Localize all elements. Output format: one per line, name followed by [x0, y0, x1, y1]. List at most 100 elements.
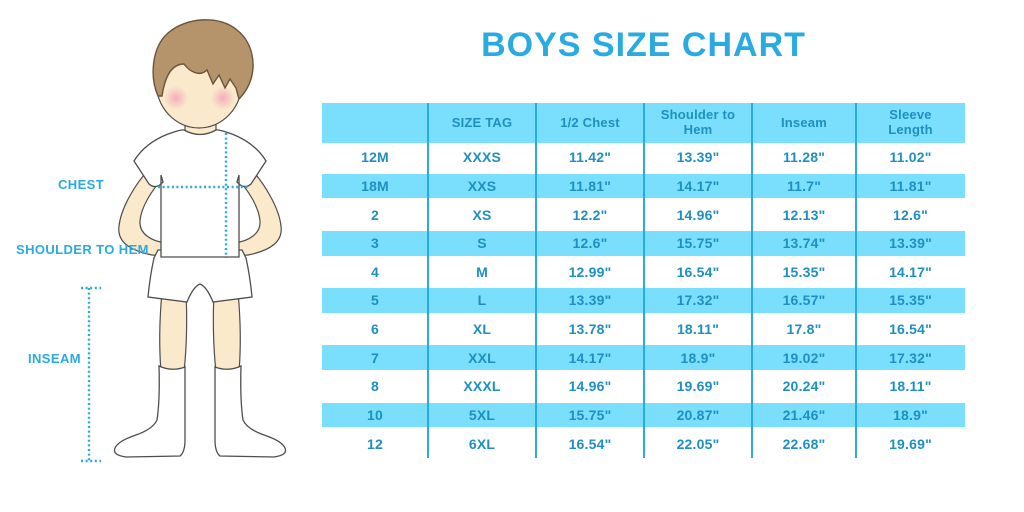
value-cell: 11.81" — [889, 177, 932, 194]
size-cell: 12 — [367, 435, 383, 452]
value-cell: 14.96" — [676, 206, 720, 223]
value-cell: 17.32" — [889, 349, 932, 366]
value-cell: 17.8" — [786, 321, 822, 338]
size-cell: 18M — [361, 177, 389, 194]
size-cell: 3 — [371, 235, 379, 252]
value-cell: 12.2" — [572, 206, 608, 223]
value-cell: 15.35" — [782, 263, 826, 280]
table-row: 3 S 12.6" 15.75" 13.74" 13.39" — [322, 228, 965, 258]
table-row: 12M XXXS 11.42" 13.39" 11.28" 11.02" — [322, 143, 965, 172]
value-cell: 13.39" — [676, 149, 720, 166]
table-row: 18M XXS 11.81" 14.17" 11.7" 11.81" — [322, 171, 965, 201]
value-cell: 15.35" — [889, 292, 932, 309]
value-cell: 20.24" — [782, 378, 826, 395]
table-row: 7 XXL 14.17" 18.9" 19.02" 17.32" — [322, 343, 965, 372]
column-header: Shoulder to Hem — [660, 107, 736, 137]
column-header: SIZE TAG — [451, 114, 513, 130]
value-cell: 16.57" — [782, 292, 826, 309]
value-cell: XXXL — [463, 378, 501, 395]
table-row: 8 XXXL 14.96" 19.69" 20.24" 18.11" — [322, 372, 965, 401]
table-row: 12 6XL 16.54" 22.05" 22.68" 19.69" — [322, 429, 965, 458]
value-cell: S — [477, 235, 487, 252]
value-cell: XL — [472, 321, 492, 338]
value-cell: L — [477, 292, 487, 309]
boy-shirt — [133, 129, 267, 258]
value-cell: 15.75" — [568, 406, 612, 423]
value-cell: 6XL — [468, 435, 496, 452]
table-row: 4 M 12.99" 16.54" 15.35" 14.17" — [322, 258, 965, 287]
boy-shorts — [147, 249, 253, 303]
value-cell: 20.87" — [676, 406, 720, 423]
value-cell: 13.78" — [568, 321, 612, 338]
boy-right-sock — [214, 364, 287, 458]
value-cell: 12.6" — [893, 206, 928, 223]
value-cell: 13.74" — [782, 235, 826, 252]
value-cell: 21.46" — [782, 406, 826, 423]
value-cell: XXS — [467, 177, 497, 194]
value-cell: 14.17" — [568, 349, 612, 366]
value-cell: M — [476, 263, 488, 280]
cheek-right — [211, 86, 235, 110]
size-cell: 7 — [371, 349, 379, 366]
size-cell: 2 — [371, 206, 379, 223]
value-cell: 16.54" — [889, 321, 932, 338]
value-cell: 14.96" — [568, 378, 612, 395]
value-cell: 19.69" — [889, 435, 932, 452]
table-row: 6 XL 13.78" 18.11" 17.8" 16.54" — [322, 315, 965, 344]
value-cell: 12.13" — [782, 206, 826, 223]
shoulder-to-hem-label: SHOULDER TO HEM — [16, 242, 149, 257]
boy-illustration — [81, 19, 287, 463]
value-cell: 22.68" — [782, 435, 826, 452]
value-cell: 12.6" — [572, 235, 608, 252]
size-cell: 10 — [367, 406, 383, 423]
size-cell: 12M — [361, 149, 389, 166]
value-cell: 16.54" — [568, 435, 612, 452]
value-cell: 12.99" — [568, 263, 612, 280]
value-cell: 11.02" — [889, 149, 932, 166]
value-cell: 14.17" — [889, 263, 932, 280]
column-header — [322, 103, 428, 143]
column-header: Inseam — [780, 114, 827, 130]
value-cell: 13.39" — [568, 292, 612, 309]
table-row: 10 5XL 15.75" 20.87" 21.46" 18.9" — [322, 400, 965, 430]
table-body: 12M XXXS 11.42" 13.39" 11.28" 11.02" 18M XXS 11.… — [322, 143, 965, 458]
boy-left-leg — [159, 291, 188, 373]
column-header: 1/2 Chest — [560, 114, 620, 130]
boy-left-sock — [113, 364, 186, 458]
table-row: 5 L 13.39" 17.32" 16.57" 15.35" — [322, 286, 965, 315]
chest-label: CHEST — [58, 177, 105, 192]
value-cell: XS — [472, 206, 492, 223]
boy-hair — [152, 19, 254, 101]
cheek-left — [164, 86, 188, 110]
value-cell: 19.69" — [676, 378, 720, 395]
value-cell: 16.54" — [676, 263, 720, 280]
value-cell: 18.11" — [889, 378, 932, 395]
size-cell: 8 — [371, 378, 379, 395]
value-cell: 18.9" — [893, 406, 928, 423]
value-cell: 11.81" — [568, 177, 612, 194]
value-cell: 22.05" — [676, 435, 720, 452]
value-cell: 18.11" — [676, 321, 720, 338]
value-cell: 13.39" — [889, 235, 932, 252]
value-cell: XXXS — [462, 149, 502, 166]
size-cell: 4 — [371, 263, 379, 280]
value-cell: 15.75" — [676, 235, 720, 252]
value-cell: 11.42" — [568, 149, 612, 166]
table-row: 2 XS 12.2" 14.96" 12.13" 12.6" — [322, 200, 965, 229]
size-cell: 6 — [371, 321, 379, 338]
inseam-label: INSEAM — [28, 351, 81, 366]
value-cell: 14.17" — [676, 177, 720, 194]
value-cell: 11.28" — [782, 149, 826, 166]
value-cell: XXL — [468, 349, 496, 366]
value-cell: 17.32" — [676, 292, 720, 309]
column-header: Sleeve Length — [888, 107, 933, 137]
value-cell: 11.7" — [786, 177, 822, 194]
boy-right-leg — [212, 291, 241, 373]
size-cell: 5 — [371, 292, 379, 309]
value-cell: 19.02" — [782, 349, 826, 366]
value-cell: 5XL — [468, 406, 496, 423]
table-header-row: SIZE TAG 1/2 Chest Shoulder to Hem Inseam Sl… — [322, 103, 965, 143]
page-title: BOYS SIZE CHART — [481, 26, 806, 64]
size-table: SIZE TAG 1/2 Chest Shoulder to Hem Inseam Sl… — [322, 103, 965, 458]
